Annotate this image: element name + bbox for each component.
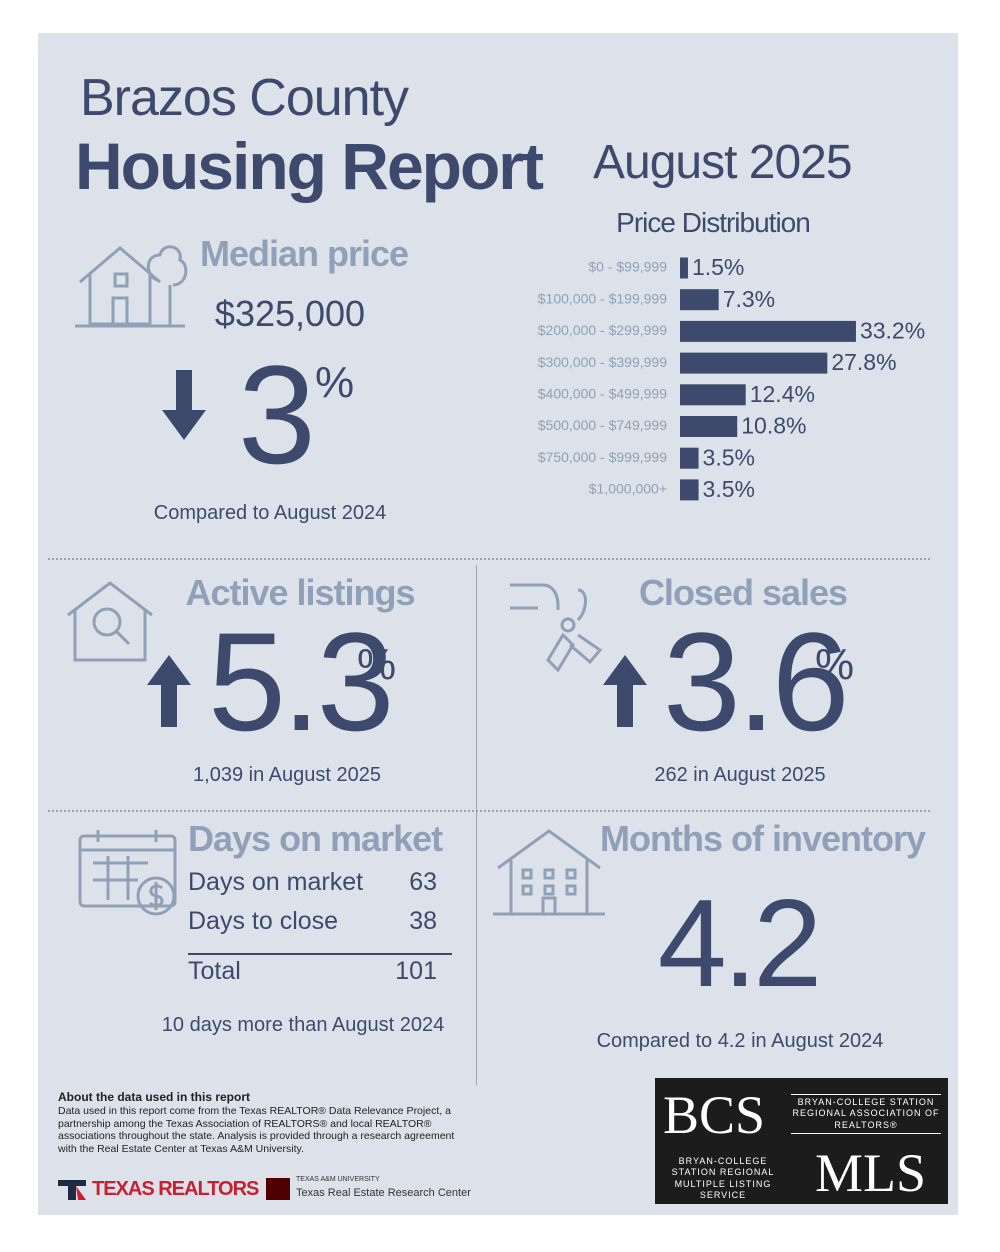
- row-label: Days to close: [188, 907, 339, 935]
- about-text: Data used in this report come from the T…: [58, 1105, 455, 1155]
- recenter: Texas Real Estate Research Center: [296, 1187, 471, 1199]
- tamu: TEXAS A&M UNIVERSITY: [296, 1176, 380, 1183]
- panel: [38, 33, 958, 1215]
- price-chart: $0 - $99,999 1.5% $100,000 - $199,999 7.3% $…: [538, 254, 925, 502]
- category-label: $750,000 - $999,999: [538, 449, 667, 465]
- value-label: 1.5%: [692, 254, 744, 280]
- median-unit: %: [315, 358, 355, 407]
- row-label: Days on market: [188, 868, 364, 896]
- category-label: $400,000 - $499,999: [538, 386, 667, 402]
- category-label: $500,000 - $749,999: [538, 417, 667, 433]
- value-label: 3.5%: [703, 444, 755, 470]
- moi-note: Compared to 4.2 in August 2024: [596, 1030, 884, 1052]
- value-label: 27.8%: [831, 349, 896, 375]
- total-value: 101: [395, 957, 437, 985]
- divider: [476, 565, 477, 1085]
- category-label: $300,000 - $399,999: [538, 354, 667, 370]
- active-note: 1,039 in August 2025: [193, 764, 381, 786]
- closed-note: 262 in August 2025: [654, 764, 826, 786]
- divider: [48, 810, 930, 812]
- value-label: 12.4%: [750, 381, 815, 407]
- dom-note: 10 days more than August 2024: [161, 1014, 445, 1036]
- closed-unit: %: [815, 640, 855, 689]
- house-icon: [75, 245, 188, 328]
- period: August 2025: [593, 136, 853, 189]
- value-label: 7.3%: [723, 286, 775, 312]
- value-label: 3.5%: [703, 476, 755, 502]
- row-value: 38: [409, 907, 437, 935]
- divider: [48, 558, 930, 560]
- moi-value: 4.2: [657, 875, 822, 1013]
- closed-label: Closed sales: [638, 572, 848, 613]
- chart-title: Price Distribution: [616, 207, 811, 238]
- bcs-logo: BCS BRYAN-COLLEGE STATION REGIONAL ASSOC…: [655, 1078, 948, 1204]
- bcs: BCS: [663, 1085, 766, 1145]
- tamu-logo: [266, 1178, 290, 1200]
- bar: [680, 289, 719, 311]
- calendar-icon: [78, 830, 177, 916]
- county: Brazos County: [80, 69, 409, 127]
- dom-label: Days on market: [188, 818, 443, 859]
- median-label: Median price: [200, 233, 409, 274]
- total-label: Total: [188, 957, 241, 985]
- texas-realtors: TEXAS REALTORS: [92, 1178, 259, 1200]
- active-label: Active listings: [185, 572, 415, 613]
- bar: [680, 479, 699, 501]
- median-note: Compared to August 2024: [153, 502, 387, 524]
- bar: [680, 352, 828, 374]
- bar: [680, 257, 688, 279]
- report-title: Housing Report: [75, 129, 544, 203]
- mls: MLS: [815, 1143, 927, 1203]
- building-icon: [493, 829, 605, 916]
- tr-logo: [58, 1180, 86, 1200]
- value-label: 33.2%: [860, 317, 925, 343]
- bar: [680, 416, 738, 437]
- category-label: $0 - $99,999: [588, 259, 667, 275]
- value-label: 10.8%: [741, 413, 806, 439]
- search-house-icon: [67, 581, 153, 662]
- category-label: $1,000,000+: [589, 481, 667, 497]
- down-arrow: [162, 370, 206, 440]
- bar: [680, 447, 699, 469]
- category-label: $100,000 - $199,999: [538, 290, 667, 306]
- moi-label: Months of inventory: [600, 818, 926, 859]
- about-title: About the data used in this report: [58, 1090, 251, 1104]
- median-price: $325,000: [214, 293, 366, 334]
- active-unit: %: [357, 640, 397, 689]
- category-label: $200,000 - $299,999: [538, 322, 667, 338]
- total-rule: [188, 953, 452, 955]
- median-change: 3: [238, 336, 316, 493]
- bar: [680, 320, 856, 342]
- bar: [680, 384, 746, 406]
- up-arrow: [603, 655, 647, 727]
- key-icon: [510, 583, 603, 673]
- row-value: 63: [409, 868, 437, 896]
- closed-change: 3.6: [663, 603, 850, 760]
- mls-name: BRYAN-COLLEGE STATION REGIONAL MULTIPLE …: [671, 1156, 775, 1200]
- active-change: 5.3: [208, 603, 395, 760]
- up-arrow: [147, 655, 191, 727]
- bcs-name: BRYAN-COLLEGE STATION REGIONAL ASSOCIATI…: [791, 1094, 941, 1134]
